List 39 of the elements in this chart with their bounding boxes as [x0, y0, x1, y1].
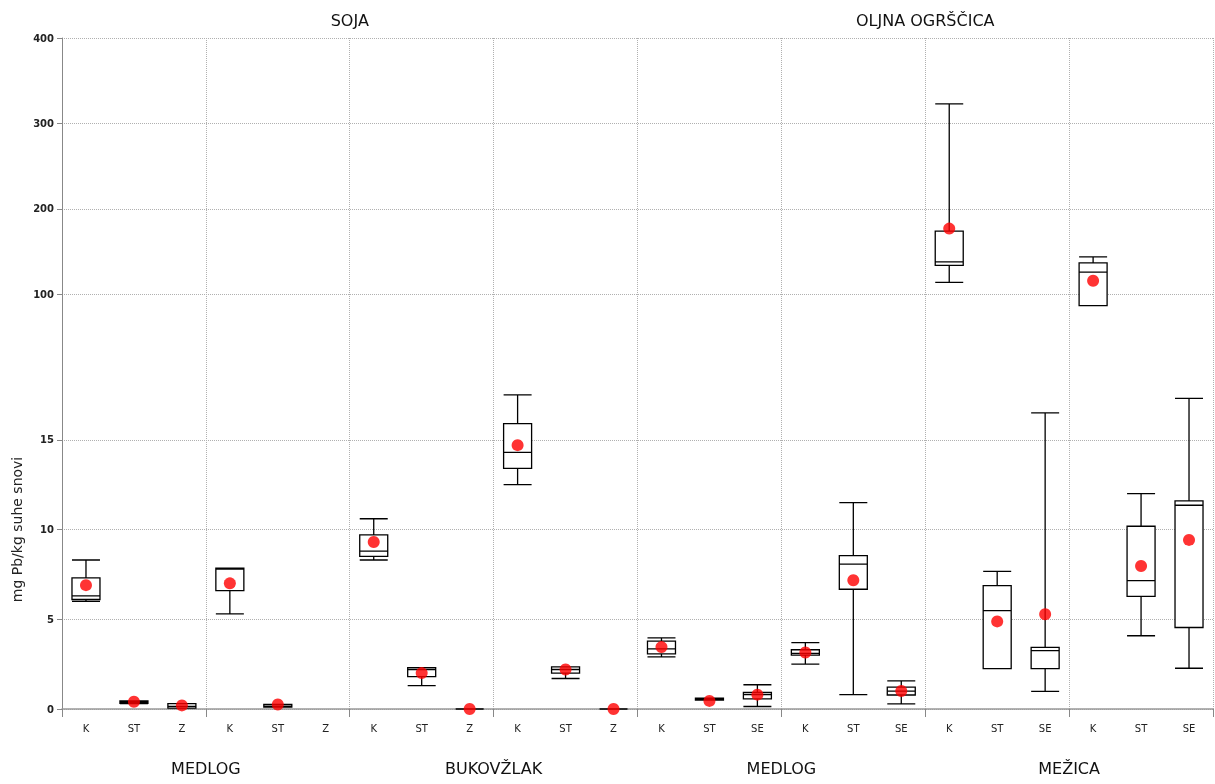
- x-tick-label: ST: [127, 722, 142, 734]
- y-tick-label: 10: [40, 524, 55, 535]
- text: MEDLOG: [746, 758, 817, 778]
- x-tick-label: K: [82, 722, 90, 734]
- x-tick-label: ST: [271, 722, 285, 734]
- x-tick-label: ST: [1134, 722, 1149, 734]
- x-tick-label: SE: [751, 722, 764, 734]
- x-tick-label: ST: [703, 722, 717, 734]
- y-tick-label: 300: [33, 117, 55, 129]
- x-tick-label: ST: [847, 722, 861, 734]
- text: MEDLOG: [171, 758, 241, 778]
- x-tick-label: K: [945, 722, 953, 734]
- text: SOJA: [330, 10, 369, 30]
- y-tick-label: 200: [33, 203, 55, 215]
- y-tick-label: 400: [33, 32, 55, 44]
- x-tick-label: K: [226, 722, 234, 734]
- x-tick-label: Z: [322, 722, 330, 734]
- x-tick-label: Z: [178, 722, 186, 734]
- y-tick-label: 0: [47, 703, 55, 715]
- y-axis-title: mg Pb/kg suhe snovi: [9, 456, 25, 603]
- x-tick-label: ST: [415, 722, 429, 734]
- x-tick-label: K: [514, 722, 522, 734]
- x-tick-label: K: [658, 722, 666, 734]
- x-tick-label: Z: [466, 722, 474, 734]
- x-tick-label: Z: [610, 722, 618, 734]
- text: OLJNA OGRŠČICA: [856, 10, 995, 30]
- x-tick-label: K: [802, 722, 810, 734]
- x-tick-label: SE: [894, 722, 908, 734]
- y-tick-label: 15: [40, 434, 55, 446]
- x-tick-label: ST: [559, 722, 573, 734]
- x-tick-label: SE: [1182, 722, 1196, 734]
- y-tick-label: 100: [33, 288, 55, 300]
- x-tick-label: SE: [1038, 722, 1052, 734]
- text: MEŽICA: [1038, 758, 1101, 778]
- x-tick-label: K: [1089, 722, 1097, 734]
- x-tick-label: K: [370, 722, 378, 734]
- text: BUKOVŽLAK: [445, 758, 543, 778]
- y-tick-label: 5: [47, 613, 55, 625]
- x-tick-label: ST: [990, 722, 1005, 734]
